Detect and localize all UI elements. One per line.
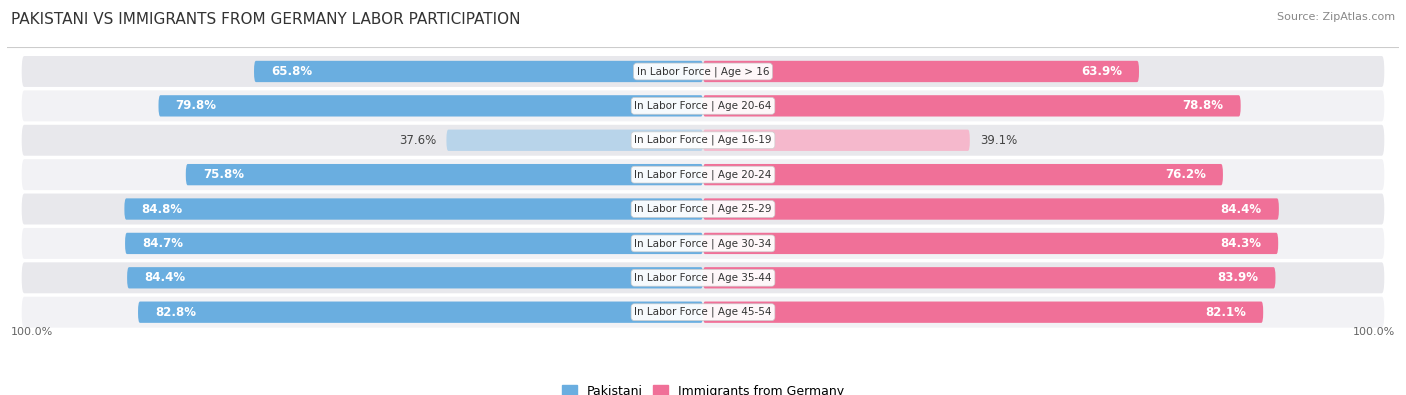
FancyBboxPatch shape	[21, 227, 1385, 260]
FancyBboxPatch shape	[21, 124, 1385, 157]
FancyBboxPatch shape	[703, 164, 1223, 185]
FancyBboxPatch shape	[703, 267, 1275, 288]
Text: In Labor Force | Age 45-54: In Labor Force | Age 45-54	[634, 307, 772, 318]
FancyBboxPatch shape	[703, 198, 1279, 220]
Legend: Pakistani, Immigrants from Germany: Pakistani, Immigrants from Germany	[562, 385, 844, 395]
Text: 78.8%: 78.8%	[1182, 100, 1223, 112]
FancyBboxPatch shape	[125, 233, 703, 254]
Text: In Labor Force | Age 35-44: In Labor Force | Age 35-44	[634, 273, 772, 283]
Text: 65.8%: 65.8%	[271, 65, 312, 78]
Text: 39.1%: 39.1%	[980, 134, 1018, 147]
FancyBboxPatch shape	[703, 233, 1278, 254]
Text: 100.0%: 100.0%	[1354, 327, 1396, 337]
Text: 79.8%: 79.8%	[176, 100, 217, 112]
Text: Source: ZipAtlas.com: Source: ZipAtlas.com	[1277, 12, 1395, 22]
Text: In Labor Force | Age 20-64: In Labor Force | Age 20-64	[634, 101, 772, 111]
FancyBboxPatch shape	[447, 130, 703, 151]
Text: In Labor Force | Age 30-34: In Labor Force | Age 30-34	[634, 238, 772, 249]
Text: 82.1%: 82.1%	[1205, 306, 1246, 319]
FancyBboxPatch shape	[21, 158, 1385, 191]
Text: 75.8%: 75.8%	[202, 168, 243, 181]
Text: In Labor Force | Age 16-19: In Labor Force | Age 16-19	[634, 135, 772, 145]
Text: 84.7%: 84.7%	[142, 237, 183, 250]
Text: 84.3%: 84.3%	[1220, 237, 1261, 250]
Text: 100.0%: 100.0%	[10, 327, 52, 337]
FancyBboxPatch shape	[21, 296, 1385, 329]
Text: 82.8%: 82.8%	[155, 306, 195, 319]
FancyBboxPatch shape	[138, 301, 703, 323]
Text: 84.8%: 84.8%	[142, 203, 183, 216]
FancyBboxPatch shape	[703, 130, 970, 151]
Text: In Labor Force | Age 20-24: In Labor Force | Age 20-24	[634, 169, 772, 180]
FancyBboxPatch shape	[186, 164, 703, 185]
FancyBboxPatch shape	[127, 267, 703, 288]
FancyBboxPatch shape	[21, 192, 1385, 226]
FancyBboxPatch shape	[21, 261, 1385, 294]
Text: 84.4%: 84.4%	[1220, 203, 1261, 216]
Text: 83.9%: 83.9%	[1218, 271, 1258, 284]
FancyBboxPatch shape	[21, 89, 1385, 122]
Text: PAKISTANI VS IMMIGRANTS FROM GERMANY LABOR PARTICIPATION: PAKISTANI VS IMMIGRANTS FROM GERMANY LAB…	[11, 12, 520, 27]
Text: 63.9%: 63.9%	[1081, 65, 1122, 78]
FancyBboxPatch shape	[254, 61, 703, 82]
FancyBboxPatch shape	[703, 61, 1139, 82]
Text: 37.6%: 37.6%	[399, 134, 436, 147]
Text: In Labor Force | Age 25-29: In Labor Force | Age 25-29	[634, 204, 772, 214]
FancyBboxPatch shape	[703, 301, 1263, 323]
Text: 76.2%: 76.2%	[1166, 168, 1206, 181]
FancyBboxPatch shape	[703, 95, 1240, 117]
Text: 84.4%: 84.4%	[145, 271, 186, 284]
FancyBboxPatch shape	[124, 198, 703, 220]
FancyBboxPatch shape	[21, 55, 1385, 88]
Text: In Labor Force | Age > 16: In Labor Force | Age > 16	[637, 66, 769, 77]
FancyBboxPatch shape	[159, 95, 703, 117]
